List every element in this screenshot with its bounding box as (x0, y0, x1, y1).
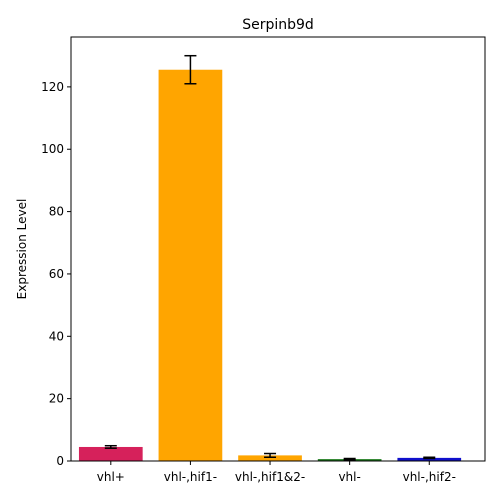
y-tick-label: 40 (49, 329, 64, 343)
y-tick-label: 120 (41, 80, 64, 94)
bar (78, 446, 143, 461)
y-tick-label: 80 (49, 205, 64, 219)
y-tick-label: 0 (56, 454, 64, 468)
bar (158, 69, 223, 461)
x-tick-label: vhl-,hif1&2- (235, 470, 305, 484)
y-tick-label: 100 (41, 142, 64, 156)
y-tick-label: 20 (49, 392, 64, 406)
x-tick-label: vhl-,hif1- (164, 470, 217, 484)
x-tick-label: vhl-,hif2- (403, 470, 456, 484)
y-tick-label: 60 (49, 267, 64, 281)
x-tick-label: vhl- (338, 470, 360, 484)
axes-frame (70, 36, 486, 462)
x-tick-label: vhl+ (97, 470, 125, 484)
bar (238, 455, 302, 461)
bar (397, 457, 462, 461)
chart-title: Serpinb9d (242, 17, 314, 33)
plot-area: vhl+ vhl-,hif1- vhl-,hif1&2- vhl-vhl-,hif2-… (41, 36, 486, 484)
y-axis-label: Expression Level (15, 199, 29, 300)
